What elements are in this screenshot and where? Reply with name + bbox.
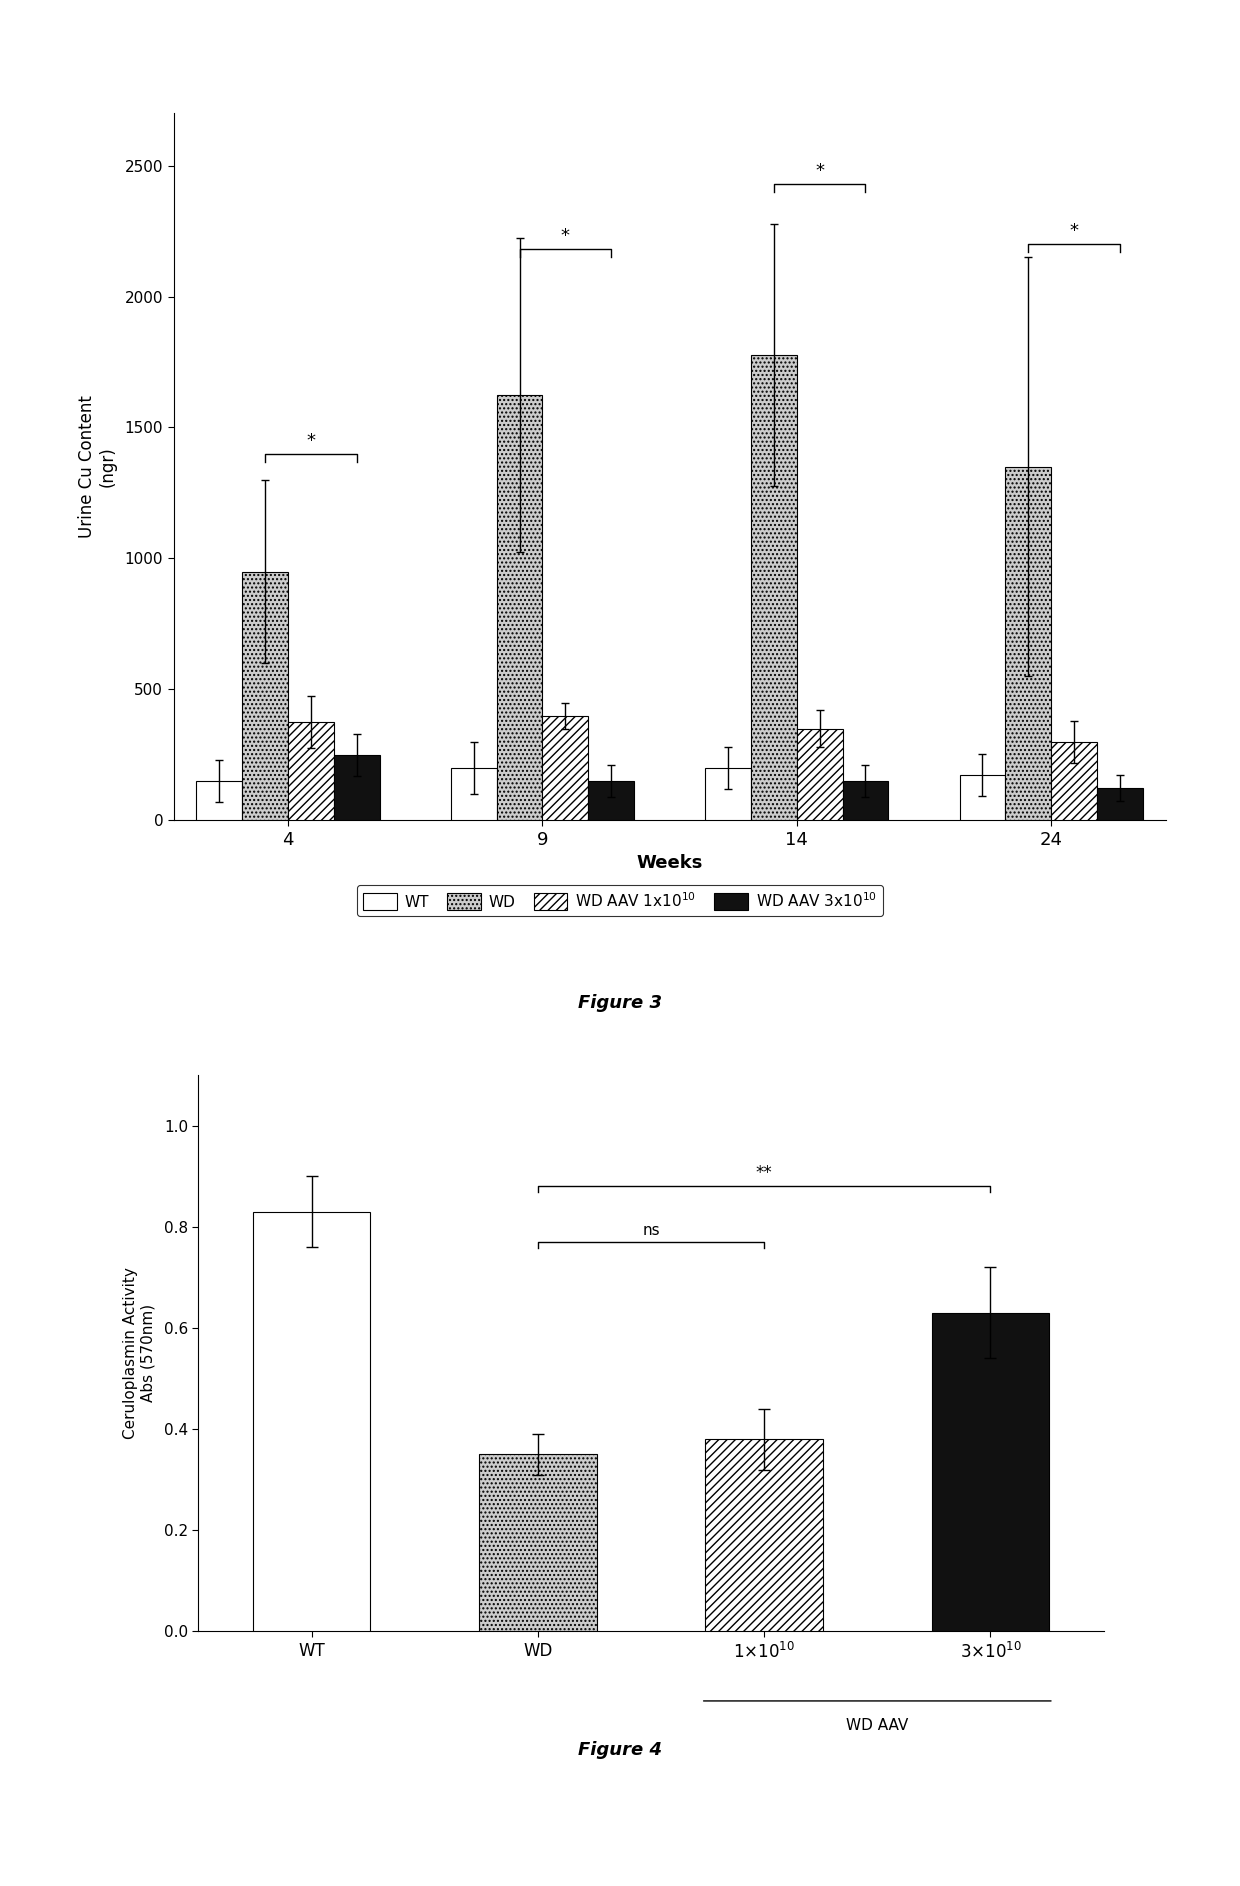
- Bar: [542, 715, 588, 820]
- Bar: [931, 1313, 1049, 1631]
- Y-axis label: Ceruloplasmin Activity
Abs (570nm): Ceruloplasmin Activity Abs (570nm): [123, 1267, 155, 1439]
- Bar: [706, 768, 751, 820]
- Bar: [1052, 741, 1097, 820]
- Bar: [706, 1439, 823, 1631]
- Text: WD AAV: WD AAV: [846, 1718, 909, 1733]
- Bar: [253, 1211, 371, 1631]
- Text: **: **: [755, 1164, 773, 1183]
- Bar: [242, 571, 288, 820]
- X-axis label: Weeks: Weeks: [636, 854, 703, 873]
- Bar: [497, 394, 542, 820]
- Bar: [797, 728, 842, 820]
- Text: Figure 3: Figure 3: [578, 994, 662, 1013]
- Text: *: *: [815, 162, 825, 179]
- Bar: [288, 722, 334, 820]
- Bar: [960, 775, 1006, 820]
- Legend: WT, WD, WD AAV 1x10$^{10}$, WD AAV 3x10$^{10}$: WT, WD, WD AAV 1x10$^{10}$, WD AAV 3x10$…: [357, 885, 883, 917]
- Y-axis label: Urine Cu Content
(ngr): Urine Cu Content (ngr): [78, 396, 117, 538]
- Text: *: *: [560, 228, 570, 245]
- Bar: [588, 781, 634, 820]
- Text: *: *: [1070, 223, 1079, 240]
- Text: *: *: [306, 432, 315, 449]
- Bar: [1006, 466, 1052, 820]
- Bar: [842, 781, 888, 820]
- Bar: [196, 781, 242, 820]
- Bar: [334, 754, 379, 820]
- Bar: [451, 768, 497, 820]
- Bar: [479, 1454, 596, 1631]
- Text: Figure 4: Figure 4: [578, 1741, 662, 1760]
- Bar: [1097, 788, 1143, 820]
- Bar: [751, 355, 797, 820]
- Text: ns: ns: [642, 1222, 660, 1237]
